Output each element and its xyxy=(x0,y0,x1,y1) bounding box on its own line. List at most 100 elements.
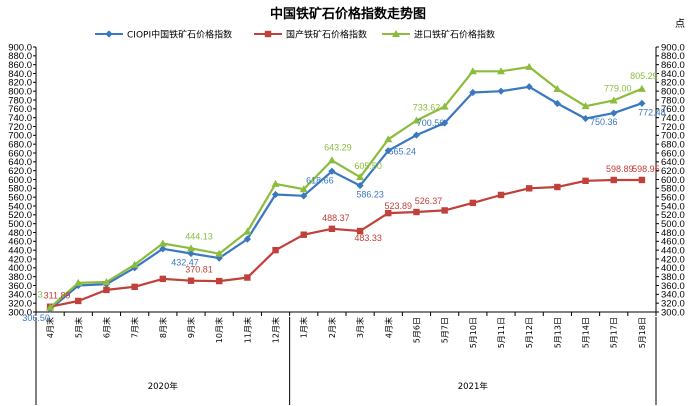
series-layer xyxy=(46,62,646,313)
y-tick-label: 800.0 xyxy=(661,86,685,97)
data-point xyxy=(497,87,505,95)
y-tick-label: 460.0 xyxy=(8,237,32,248)
y-tick-label: 440.0 xyxy=(661,245,685,256)
y-tick-label: 820.0 xyxy=(661,78,685,89)
legend-marker xyxy=(392,30,400,37)
data-label: 370.81 xyxy=(185,265,213,275)
data-label: 598.95 xyxy=(632,164,660,174)
x-tick-label: 10月末 xyxy=(214,317,224,343)
x-tick-label: 8月末 xyxy=(158,317,168,338)
data-point xyxy=(131,283,138,291)
data-point xyxy=(159,275,167,283)
data-label: 750.36 xyxy=(590,117,618,127)
data-label: 444.13 xyxy=(185,231,213,241)
legend-marker xyxy=(264,30,272,38)
data-point xyxy=(581,114,590,123)
y-tick-label: 640.0 xyxy=(661,157,685,168)
x-tick-label: 6月末 xyxy=(101,317,111,338)
y-tick-label: 700.0 xyxy=(661,131,685,142)
legend: CIOPI中国铁矿石价格指数 国产铁矿石价格指数 进口铁矿石价格指数 xyxy=(95,29,495,41)
data-label: 598.89 xyxy=(606,164,634,174)
data-label: 488.37 xyxy=(322,213,350,223)
y-tick-label: 420.0 xyxy=(661,254,685,265)
data-label: 779.00 xyxy=(604,83,632,93)
y-tick-label: 500.0 xyxy=(8,219,32,230)
y-axis-right: 300.0320.0340.0360.0380.0400.0420.0440.0… xyxy=(655,42,685,318)
y-tick-label: 600.0 xyxy=(661,175,685,186)
data-point xyxy=(497,67,505,75)
year-label: 2021年 xyxy=(458,381,489,392)
data-label: 483.33 xyxy=(354,233,382,243)
data-point xyxy=(271,179,280,187)
data-point xyxy=(581,102,590,110)
data-point xyxy=(384,147,392,155)
y-tick-label: 400.0 xyxy=(8,263,32,274)
data-label: 311.89 xyxy=(44,291,71,301)
data-point xyxy=(159,245,167,253)
data-label: 3 xyxy=(38,290,43,300)
y-tick-label: 720.0 xyxy=(661,122,685,133)
data-point xyxy=(525,83,533,91)
data-label: 805.29 xyxy=(630,71,658,81)
y-tick-label: 460.0 xyxy=(661,237,685,248)
legend-marker xyxy=(105,30,113,38)
y-tick-label: 840.0 xyxy=(8,69,32,80)
x-tick-label: 5月末 xyxy=(73,317,83,338)
data-point xyxy=(243,227,252,235)
data-point xyxy=(638,99,646,107)
data-point xyxy=(300,231,307,238)
x-tick-label: 7月末 xyxy=(130,317,140,338)
x-tick-label: 5月7日 xyxy=(441,317,450,343)
data-point xyxy=(441,119,449,127)
y-tick-label: 780.0 xyxy=(8,95,32,106)
x-tick-label: 5月18日 xyxy=(638,317,647,348)
y-tick-label: 880.0 xyxy=(661,51,685,62)
data-label: 586.23 xyxy=(356,190,384,200)
y-tick-label: 500.0 xyxy=(661,219,685,230)
data-point xyxy=(215,249,224,257)
x-axis: 4月末 5月末 6月末 7月末 8月末 9月末 10月末 11月末 12月末 1月末 2月末 3月末 4… xyxy=(35,311,657,405)
x-tick-label: 3月末 xyxy=(355,317,365,338)
y-tick-label: 540.0 xyxy=(8,201,32,212)
data-point xyxy=(469,88,477,97)
y-tick-label: 520.0 xyxy=(8,210,32,221)
legend-label: 国产铁矿石价格指数 xyxy=(286,29,367,41)
x-tick-label: 5月17日 xyxy=(610,317,619,348)
data-label: 700.56 xyxy=(417,118,445,128)
y-tick-label: 380.0 xyxy=(8,272,32,283)
y-tick-label: 560.0 xyxy=(8,192,32,203)
y-tick-label: 600.0 xyxy=(8,175,32,186)
data-point xyxy=(413,208,420,216)
y-tick-label: 900.0 xyxy=(8,42,32,53)
data-point xyxy=(158,239,167,247)
chart-title: 中国铁矿石价格指数走势图 xyxy=(270,6,426,22)
data-point xyxy=(187,277,195,284)
y-tick-label: 340.0 xyxy=(661,290,685,301)
y-tick-label: 620.0 xyxy=(8,166,32,177)
data-point xyxy=(328,225,336,233)
data-label: 618.66 xyxy=(306,175,334,185)
data-label: 605.50 xyxy=(354,161,382,171)
data-label: 772.48 xyxy=(638,107,666,117)
x-tick-label: 5月14日 xyxy=(582,317,591,348)
y-tick-label: 760.0 xyxy=(8,104,32,115)
data-point xyxy=(75,297,82,305)
series-line-1 xyxy=(49,178,642,308)
y-axis-left: 300.0320.0340.0360.0380.0400.0420.0440.0… xyxy=(8,42,37,318)
data-point xyxy=(187,244,195,252)
year-label: 2020年 xyxy=(148,381,179,392)
data-point xyxy=(271,190,280,199)
x-tick-label: 5月13日 xyxy=(553,317,562,348)
data-point xyxy=(272,246,279,254)
series-line-0 xyxy=(49,85,643,310)
data-point xyxy=(243,235,251,243)
y-tick-label: 660.0 xyxy=(661,148,685,159)
y-tick-label: 360.0 xyxy=(661,281,685,292)
data-point xyxy=(384,135,393,143)
data-point xyxy=(412,116,421,124)
data-point xyxy=(412,131,421,139)
data-point xyxy=(130,260,139,268)
data-labels: 306.50 432.47 618.66 586.23 665.24 700.56 750.… xyxy=(22,71,665,323)
data-point xyxy=(610,109,618,117)
x-tick-label: 5月10日 xyxy=(469,317,478,348)
